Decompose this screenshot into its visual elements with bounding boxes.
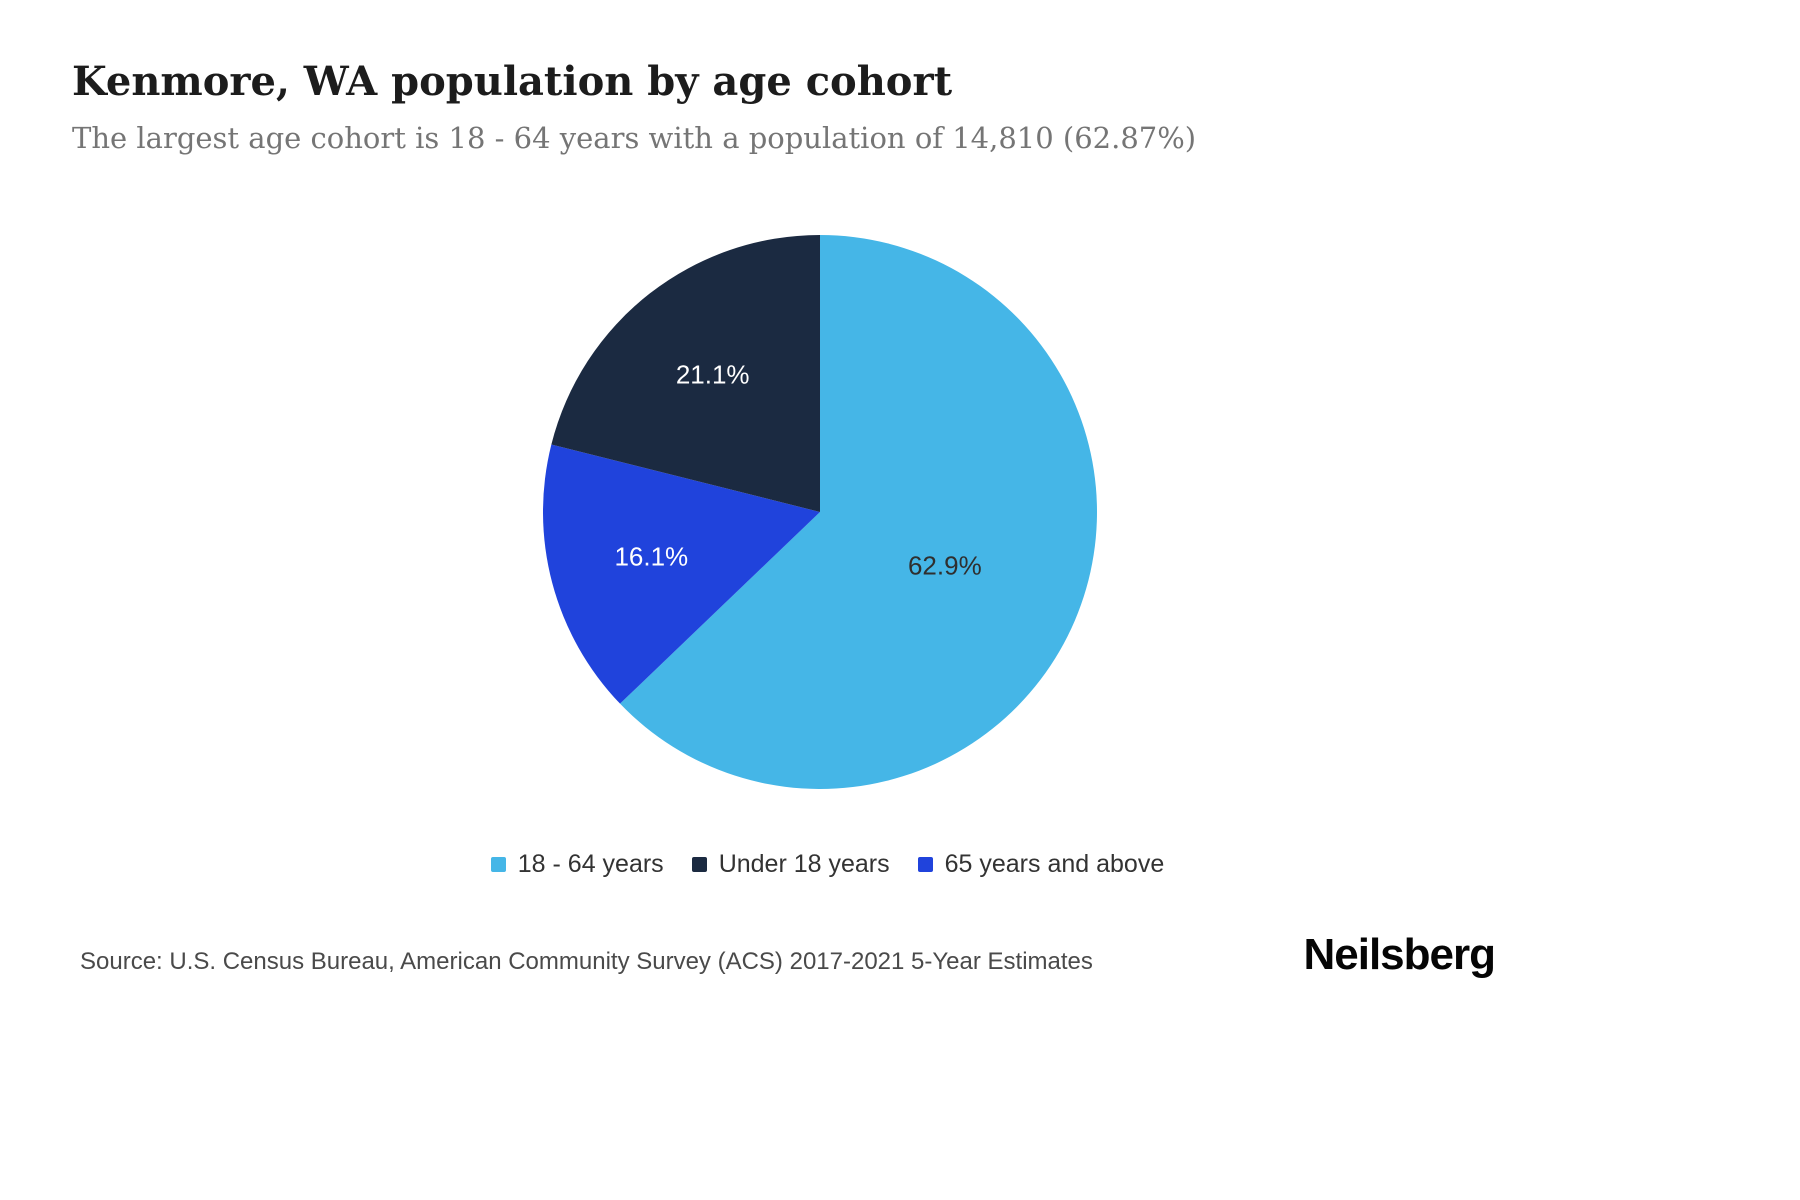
pie-slice-label-18-64-years: 62.9% [908,550,982,580]
neilsberg-logo: Neilsberg [1303,930,1496,979]
pie-slice-label-under-18-years: 21.1% [676,359,750,389]
page-title: Kenmore, WA population by age cohort [72,58,953,105]
legend-label-18-64-years: 18 - 64 years [517,850,664,878]
pie-chart: 62.9% 16.1% 21.1% [542,235,1097,790]
legend-label-65-years-and-above: 65 years and above [944,850,1165,878]
pie-slice-label-65-years-and-above: 16.1% [614,542,688,572]
legend-item-65-years-and-above[interactable]: 65 years and above [917,850,1165,879]
legend-item-18-64-years[interactable]: 18 - 64 years [490,850,664,879]
pie-slice-65-years-and-above[interactable] [542,444,820,704]
legend-swatch-18-64-years [490,857,506,872]
legend-label-under-18-years: Under 18 years [718,850,890,878]
legend-swatch-under-18-years [691,857,707,872]
page-subtitle: The largest age cohort is 18 - 64 years … [72,121,1197,155]
source-attribution: Source: U.S. Census Bureau, American Com… [80,948,1093,975]
pie-slice-18-64-years[interactable] [620,235,1097,790]
pie-chart-area: 62.9% 16.1% 21.1% [530,222,1110,802]
legend-swatch-65-years-and-above [917,857,933,872]
legend-item-under-18-years[interactable]: Under 18 years [691,850,890,879]
pie-slice-under-18-years[interactable] [551,235,820,512]
chart-legend: 18 - 64 years Under 18 years 65 years and … [0,850,1655,879]
